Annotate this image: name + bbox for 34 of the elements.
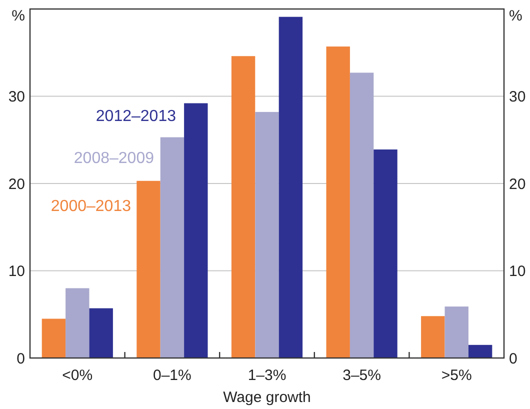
x-tick-label: <0%	[62, 367, 93, 384]
y2-tick-label: 0	[509, 350, 518, 368]
bar	[421, 316, 445, 358]
y2-tick-label: 10	[509, 263, 526, 280]
y-tick-label: 20	[8, 176, 25, 193]
series-label: 2008–2009	[74, 150, 154, 167]
x-axis-title: Wage growth	[223, 389, 311, 406]
bar	[278, 16, 303, 358]
bar	[231, 56, 256, 358]
bar	[42, 318, 66, 358]
x-tick-label: 3–5%	[342, 367, 381, 384]
bar	[468, 344, 492, 358]
y-tick-label: 0	[16, 350, 25, 368]
y2-tick-label: 30	[509, 88, 526, 106]
bar	[255, 112, 279, 358]
bar	[350, 72, 374, 358]
bar	[444, 306, 468, 358]
x-tick-label: >5%	[441, 367, 472, 384]
y-axis-title: %	[12, 7, 25, 24]
bar	[160, 137, 184, 358]
series-label: 2000–2013	[50, 198, 132, 215]
series-label: 2012–2013	[96, 108, 176, 125]
x-tick-label: 1–3%	[248, 367, 286, 384]
bar	[136, 180, 160, 358]
bar	[66, 288, 90, 358]
bar	[89, 308, 113, 358]
bar	[374, 149, 398, 358]
y2-tick-label: 20	[509, 176, 526, 193]
y-tick-label: 10	[8, 263, 25, 280]
x-tick-label: 0–1%	[153, 367, 192, 384]
y-tick-label: 30	[8, 88, 25, 106]
y2-axis-title: %	[509, 7, 522, 24]
bar	[326, 46, 350, 358]
bar	[184, 103, 208, 358]
